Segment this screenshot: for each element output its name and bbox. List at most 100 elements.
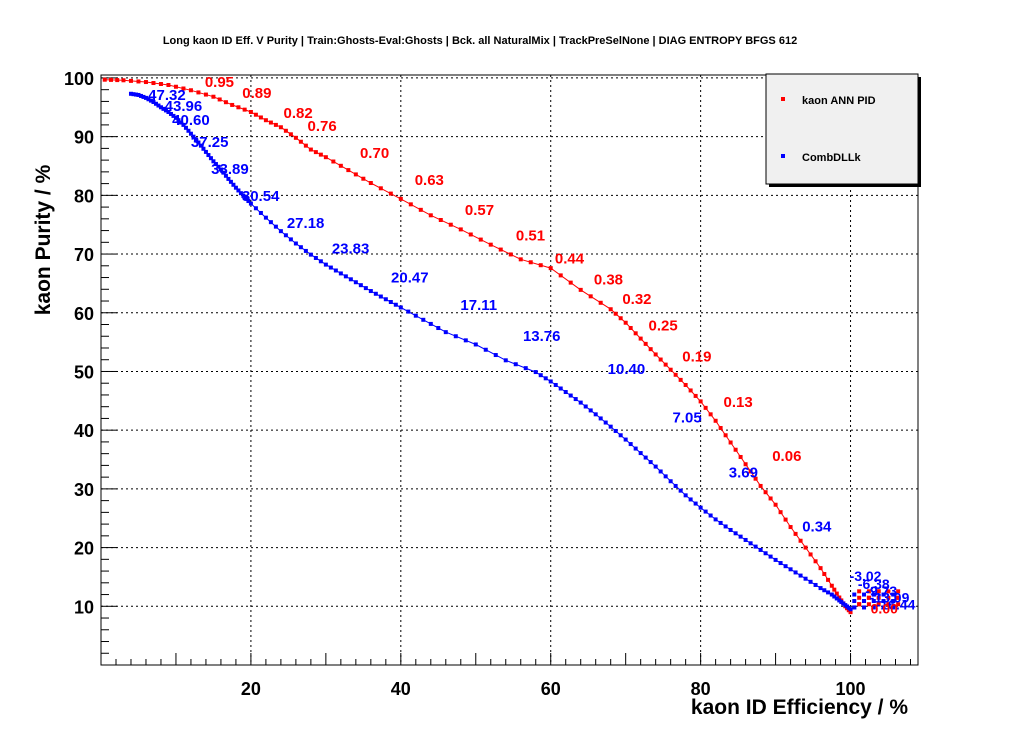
data-point: [363, 286, 368, 291]
y-tick-label-70: 70: [74, 245, 94, 265]
data-point: [196, 140, 201, 145]
data-point: [242, 107, 247, 112]
data-point: [653, 464, 658, 469]
data-point: [663, 474, 668, 479]
legend-entry-dllk: CombDLLk: [802, 152, 862, 164]
data-point: [553, 382, 558, 387]
data-point: [826, 590, 831, 595]
y-axis-label: kaon Purity / %: [32, 164, 55, 315]
data-point: [788, 525, 793, 530]
data-point-tail: [876, 602, 881, 607]
x-tick-label-20: 20: [241, 679, 261, 699]
tail-label: -9.73: [865, 583, 897, 599]
data-point: [216, 164, 221, 169]
data-point: [258, 210, 263, 215]
data-point: [121, 78, 126, 83]
data-point: [688, 497, 693, 502]
data-point: [513, 362, 518, 367]
data-point-tail: [871, 605, 876, 610]
data-point-tail: [886, 595, 891, 600]
data-point: [358, 283, 363, 288]
threshold-label: 0.34: [802, 518, 832, 535]
data-point: [353, 280, 358, 285]
x-tick-label-60: 60: [541, 679, 561, 699]
threshold-label: 37.25: [191, 134, 229, 151]
data-point: [608, 424, 613, 429]
tail-label: -3.02: [850, 568, 882, 584]
threshold-label: 43.96: [165, 98, 203, 115]
data-point: [683, 382, 688, 387]
data-point: [808, 579, 813, 584]
data-point: [593, 412, 598, 417]
data-point: [829, 592, 834, 597]
data-point: [748, 541, 753, 546]
data-point: [848, 607, 853, 612]
data-point: [181, 122, 186, 127]
data-point: [829, 583, 834, 588]
data-point: [156, 103, 161, 108]
data-point: [688, 388, 693, 393]
data-point: [718, 520, 723, 525]
data-point: [658, 357, 663, 362]
threshold-label: 0.89: [242, 85, 271, 102]
chart-title: Long kaon ID Eff. V Purity | Train:Ghost…: [162, 35, 798, 47]
data-point: [248, 201, 253, 206]
data-point: [313, 255, 318, 260]
data-point: [323, 155, 328, 160]
data-point: [733, 531, 738, 536]
data-point: [173, 115, 178, 120]
data-point: [421, 317, 426, 322]
threshold-label: 33.89: [211, 161, 249, 178]
data-point: [837, 595, 842, 600]
data-point: [263, 215, 268, 220]
data-point: [723, 524, 728, 529]
tail-label: -13.09: [870, 589, 910, 605]
data-point: [818, 566, 823, 571]
data-point: [333, 268, 338, 273]
data-point: [438, 218, 443, 223]
data-point: [628, 326, 633, 331]
data-point: [331, 159, 336, 164]
data-point: [503, 358, 508, 363]
y-tick-label-60: 60: [74, 304, 94, 324]
legend-box: [765, 73, 919, 185]
data-point: [253, 112, 258, 117]
x-tick-label-80: 80: [691, 679, 711, 699]
threshold-label: 0.70: [360, 145, 389, 162]
data-point: [808, 552, 813, 557]
data-point: [368, 181, 373, 186]
data-point: [538, 373, 543, 378]
data-point: [288, 237, 293, 242]
data-point: [613, 311, 618, 316]
data-point: [238, 191, 243, 196]
data-point: [478, 237, 483, 242]
threshold-label: 0.38: [594, 272, 623, 289]
data-point: [538, 263, 543, 268]
data-point: [533, 370, 538, 375]
data-point: [483, 347, 488, 352]
data-point: [723, 433, 728, 438]
threshold-label: 0.25: [649, 318, 678, 335]
legend-marker-ann: [781, 97, 785, 101]
threshold-label: 0.06: [772, 448, 801, 465]
data-point: [543, 376, 548, 381]
threshold-label: 3.69: [729, 464, 758, 481]
data-point: [230, 102, 235, 107]
data-point: [288, 132, 293, 137]
data-point-tail: [871, 592, 876, 597]
data-point: [213, 162, 218, 167]
data-point: [643, 455, 648, 460]
data-point: [834, 591, 839, 596]
data-point-tail: [881, 605, 886, 610]
data-point: [658, 469, 663, 474]
data-point: [168, 111, 173, 116]
data-point: [278, 229, 283, 234]
data-point: [783, 517, 788, 522]
data-point: [388, 191, 393, 196]
threshold-label: 23.83: [332, 241, 370, 258]
data-point: [573, 397, 578, 402]
data-point: [748, 469, 753, 474]
data-point: [115, 78, 120, 83]
data-point: [258, 115, 263, 120]
data-point: [151, 81, 156, 86]
